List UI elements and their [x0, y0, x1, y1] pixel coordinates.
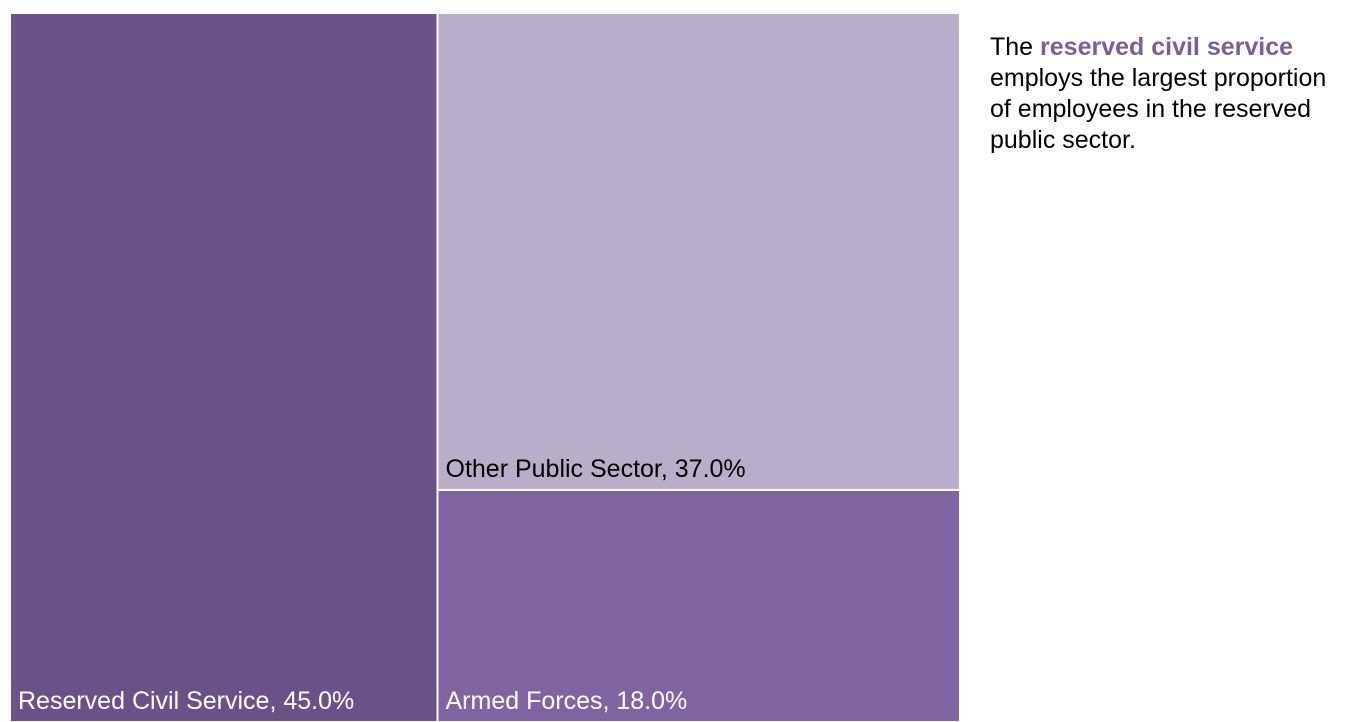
tile-reserved-civil-service [9, 12, 439, 722]
annotation-text: The reserved civil service employs the l… [990, 32, 1350, 156]
tile-armed-forces [436, 488, 960, 722]
tile-label-armed-forces: Armed Forces, 18.0% [446, 687, 688, 715]
annotation-suffix: employs the largest proportion of employ… [990, 64, 1327, 154]
tile-other-public-sector [436, 12, 960, 491]
annotation-prefix: The [990, 33, 1041, 61]
annotation-highlight: reserved civil service [1040, 33, 1294, 61]
treemap-chart: Reserved Civil Service, 45.0% Other Publi… [9, 12, 960, 722]
tile-label-reserved-civil-service: Reserved Civil Service, 45.0% [18, 687, 354, 715]
tile-label-other-public-sector: Other Public Sector, 37.0% [446, 455, 746, 483]
